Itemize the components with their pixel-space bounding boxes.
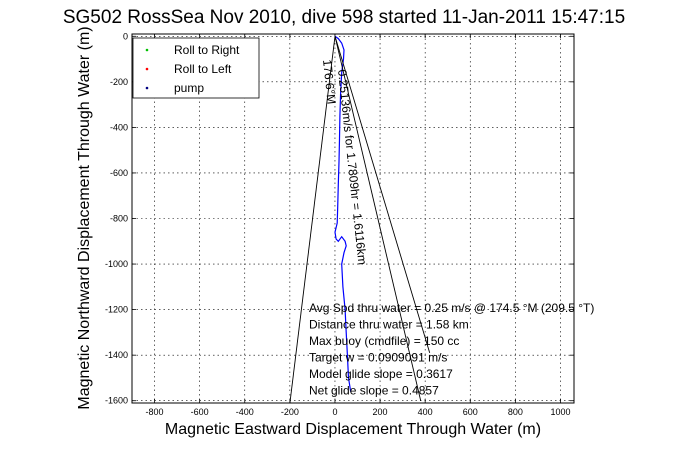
x-tick-label: -200 <box>281 407 299 417</box>
y-tick-label: -1400 <box>105 350 128 360</box>
legend-marker <box>145 67 149 71</box>
legend: Roll to Right Roll to Left pump <box>132 37 260 99</box>
x-axis-ticks: -800 -600 -400 -200 0 200 400 600 800 1000 <box>146 34 570 417</box>
plot-border <box>131 33 575 404</box>
series-line-heading-cone-left <box>289 36 336 404</box>
y-axis-label: Magnetic Northward Displacement Through … <box>76 26 93 409</box>
legend-label: Roll to Left <box>174 62 232 76</box>
y-tick-label: 0 <box>123 31 128 41</box>
chart-title: SG502 RossSea Nov 2010, dive 598 started… <box>63 7 625 28</box>
x-tick-label: 200 <box>373 407 388 417</box>
series-group <box>289 35 431 404</box>
x-tick-label: -400 <box>236 407 254 417</box>
x-tick-label: 800 <box>508 407 523 417</box>
x-tick-label: 400 <box>418 407 433 417</box>
legend-box <box>132 37 260 99</box>
y-tick-label: -1600 <box>105 396 128 406</box>
y-tick-label: -1200 <box>105 305 128 315</box>
x-axis-label: Magnetic Eastward Displacement Through W… <box>165 421 541 438</box>
y-tick-label: -800 <box>110 214 128 224</box>
legend-marker <box>145 48 149 52</box>
annotation-line: Distance thru water = 1.58 km <box>309 318 469 332</box>
x-tick-label: 0 <box>332 407 337 417</box>
series-line-track <box>334 35 352 392</box>
annotation-line: Avg Spd thru water = 0.25 m/s @ 174.5 °M… <box>309 301 594 315</box>
grid <box>132 34 574 403</box>
x-tick-label: 1000 <box>550 407 570 417</box>
series-line-heading-cone-right <box>334 36 431 354</box>
legend-marker <box>145 86 149 90</box>
y-tick-label: -1000 <box>105 259 128 269</box>
x-tick-label: 600 <box>463 407 478 417</box>
y-tick-label: -200 <box>110 77 128 87</box>
series-line-net-course <box>334 36 422 401</box>
y-tick-label: -600 <box>110 168 128 178</box>
annotation-line: Net glide slope = 0.4857 <box>309 384 439 398</box>
annotation-line: Max buoy (cmdfile) = 150 cc <box>309 334 459 348</box>
legend-label: Roll to Right <box>174 43 240 57</box>
legend-label: pump <box>174 81 204 95</box>
y-tick-label: -400 <box>110 122 128 132</box>
annotation-block: Avg Spd thru water = 0.25 m/s @ 174.5 °M… <box>309 301 594 398</box>
x-tick-label: -600 <box>191 407 209 417</box>
annotation-line: Model glide slope = 0.3617 <box>309 367 453 381</box>
x-tick-label: -800 <box>146 407 164 417</box>
annotation-heading-rotated: 176.6°M <box>320 59 339 105</box>
annotation-line: Target w = 0.0909091 m/s <box>309 351 447 365</box>
